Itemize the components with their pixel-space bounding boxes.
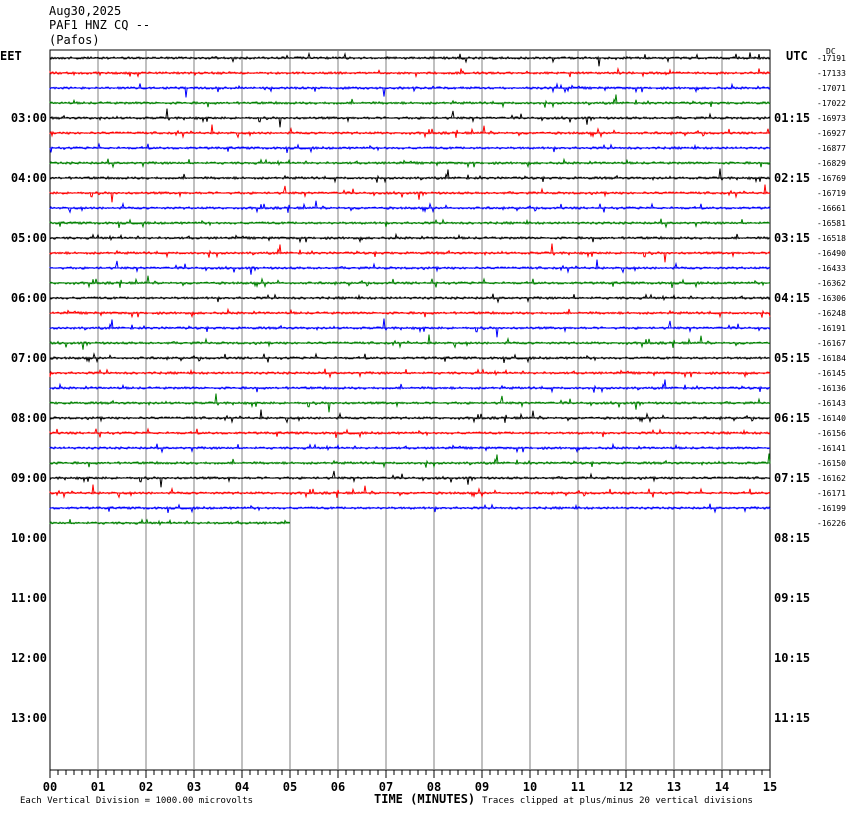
dc-offset-label: -17191 xyxy=(817,54,846,63)
x-axis-label: TIME (MINUTES) xyxy=(374,792,476,806)
hour-label-right: 07:15 xyxy=(774,471,810,485)
hour-label-right: 11:15 xyxy=(774,711,810,725)
dc-offset-label: -16433 xyxy=(817,264,846,273)
dc-offset-label: -16141 xyxy=(817,444,846,453)
x-tick-label: 08 xyxy=(427,780,441,794)
hour-label-left: 07:00 xyxy=(11,351,47,365)
dc-offset-label: -16167 xyxy=(817,339,846,348)
dc-offset-label: -16143 xyxy=(817,399,846,408)
hour-label-left: 05:00 xyxy=(11,231,47,245)
hour-label-left: 06:00 xyxy=(11,291,47,305)
dc-offset-label: -16248 xyxy=(817,309,846,318)
dc-offset-label: -16171 xyxy=(817,489,846,498)
hour-label-right: 02:15 xyxy=(774,171,810,185)
x-tick-label: 11 xyxy=(571,780,585,794)
dc-offset-label: -16490 xyxy=(817,249,846,258)
title-station: PAF1 HNZ CQ -- xyxy=(49,18,151,32)
x-tick-label: 15 xyxy=(763,780,777,794)
plot-frame xyxy=(49,49,771,771)
hour-label-left: 03:00 xyxy=(11,111,47,125)
dc-offset-label: -16150 xyxy=(817,459,846,468)
x-tick-label: 10 xyxy=(523,780,537,794)
seismic-trace xyxy=(49,275,771,289)
x-tick-label: 14 xyxy=(715,780,729,794)
seismic-trace xyxy=(49,168,771,184)
seismic-trace xyxy=(49,484,771,499)
hour-label-left: 09:00 xyxy=(11,471,47,485)
x-tick-label: 12 xyxy=(619,780,633,794)
dc-offset-label: -16306 xyxy=(817,294,846,303)
dc-offset-label: -16136 xyxy=(817,384,846,393)
hour-label-left: 12:00 xyxy=(11,651,47,665)
seismic-trace xyxy=(49,379,771,394)
dc-offset-label: -16769 xyxy=(817,174,846,183)
dc-offset-label: -16877 xyxy=(817,144,846,153)
seismic-trace xyxy=(49,453,771,469)
hour-label-left: 08:00 xyxy=(11,411,47,425)
right-timezone-label: UTC xyxy=(786,49,808,63)
x-tick-label: 01 xyxy=(91,780,105,794)
seismic-trace xyxy=(49,94,771,109)
seismic-trace xyxy=(49,82,771,98)
left-timezone-label: EET xyxy=(0,49,22,63)
x-tick-label: 06 xyxy=(331,780,345,794)
hour-label-left: 13:00 xyxy=(11,711,47,725)
dc-offset-label: -16145 xyxy=(817,369,846,378)
dc-offset-label: -16226 xyxy=(817,519,846,528)
title-date: Aug30,2025 xyxy=(49,4,122,18)
seismic-trace xyxy=(49,51,771,67)
seismic-trace xyxy=(49,200,771,214)
x-tick-label: 00 xyxy=(43,780,57,794)
dc-offset-label: -16162 xyxy=(817,474,846,483)
dc-label: DC xyxy=(826,47,836,56)
dc-offset-label: -16362 xyxy=(817,279,846,288)
hour-label-left: 11:00 xyxy=(11,591,47,605)
dc-offset-label: -17071 xyxy=(817,84,846,93)
seismic-trace xyxy=(49,334,771,350)
x-tick-label: 03 xyxy=(187,780,201,794)
dc-offset-label: -16661 xyxy=(817,204,846,213)
x-tick-label: 09 xyxy=(475,780,489,794)
dc-offset-label: -17133 xyxy=(817,69,846,78)
hour-label-right: 09:15 xyxy=(774,591,810,605)
x-tick-label: 05 xyxy=(283,780,297,794)
seismic-trace xyxy=(49,518,290,527)
clip-note: Traces clipped at plus/minus 20 vertical… xyxy=(482,796,753,806)
dc-offset-label: -16719 xyxy=(817,189,846,198)
dc-offset-label: -16199 xyxy=(817,504,846,513)
scale-note: Each Vertical Division = 1000.00 microvo… xyxy=(20,796,253,806)
seismic-trace xyxy=(49,470,771,488)
seismic-trace xyxy=(49,442,771,454)
seismic-trace xyxy=(49,124,771,139)
dc-offset-label: -16973 xyxy=(817,114,846,123)
x-tick-label: 02 xyxy=(139,780,153,794)
x-tick-label: 04 xyxy=(235,780,249,794)
hour-label-right: 04:15 xyxy=(774,291,810,305)
seismic-trace xyxy=(49,409,771,424)
hour-label-right: 08:15 xyxy=(774,531,810,545)
x-tick-label: 07 xyxy=(379,780,393,794)
seismic-trace xyxy=(49,259,771,275)
dc-offset-label: -16829 xyxy=(817,159,846,168)
x-tick-label: 13 xyxy=(667,780,681,794)
dc-offset-label: -16140 xyxy=(817,414,846,423)
dc-offset-label: -16191 xyxy=(817,324,846,333)
dc-offset-label: -16581 xyxy=(817,219,846,228)
dc-offset-label: -16184 xyxy=(817,354,846,363)
hour-label-right: 01:15 xyxy=(774,111,810,125)
hour-label-right: 03:15 xyxy=(774,231,810,245)
hour-label-left: 04:00 xyxy=(11,171,47,185)
dc-offset-label: -17022 xyxy=(817,99,846,108)
hour-label-right: 06:15 xyxy=(774,411,810,425)
title-location: (Pafos) xyxy=(49,33,100,47)
hour-label-left: 10:00 xyxy=(11,531,47,545)
dc-offset-label: -16518 xyxy=(817,234,846,243)
dc-offset-label: -16156 xyxy=(817,429,846,438)
hour-label-right: 10:15 xyxy=(774,651,810,665)
hour-label-right: 05:15 xyxy=(774,351,810,365)
dc-offset-label: -16927 xyxy=(817,129,846,138)
